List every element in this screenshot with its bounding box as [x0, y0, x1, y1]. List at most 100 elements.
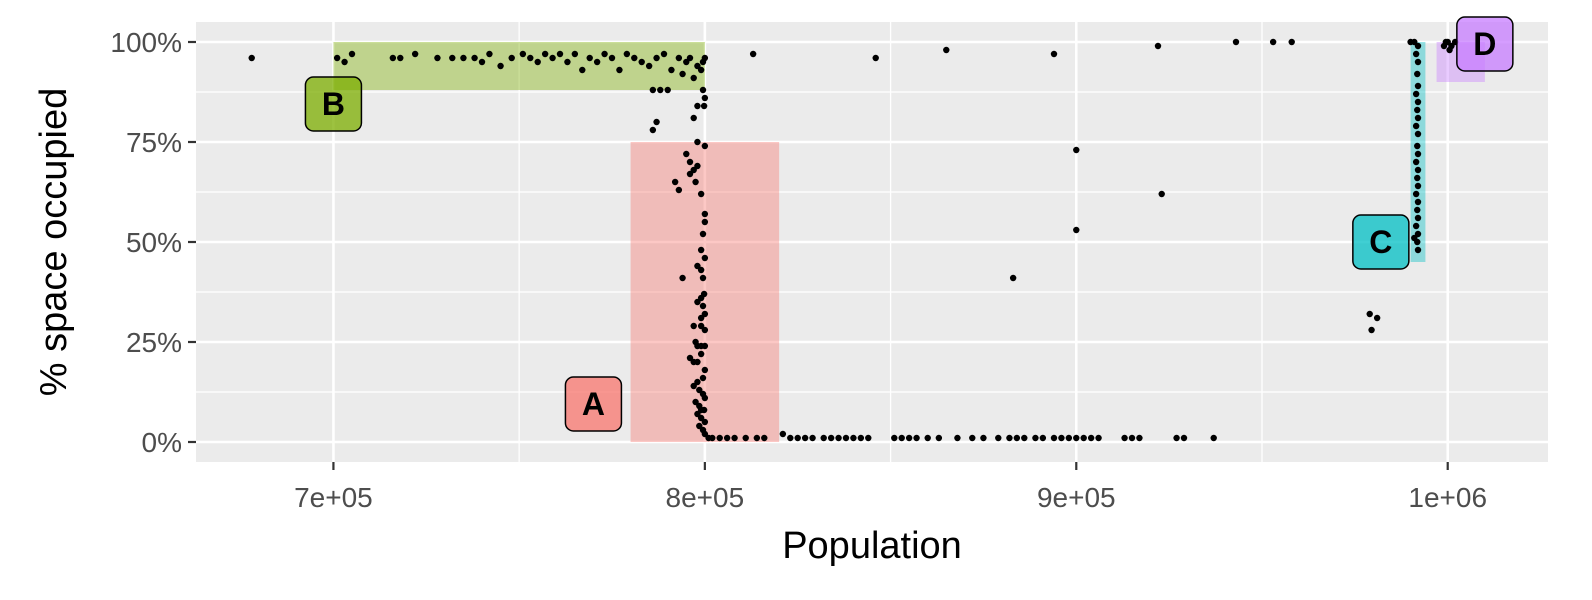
data-point: [699, 86, 707, 94]
data-point: [701, 54, 709, 62]
data-point: [701, 366, 709, 374]
data-point: [1412, 190, 1420, 198]
data-point: [586, 54, 593, 62]
data-point: [571, 50, 579, 58]
data-point: [701, 94, 709, 102]
data-point: [579, 66, 586, 74]
data-point: [1368, 326, 1375, 334]
x-tick-label: 1e+06: [1408, 482, 1487, 513]
data-point: [1006, 434, 1013, 442]
data-point: [649, 126, 657, 134]
annotation-box: [1352, 214, 1410, 270]
data-point: [1414, 98, 1422, 106]
data-point: [1232, 38, 1240, 46]
data-point: [827, 434, 835, 442]
data-point: [1009, 274, 1017, 282]
data-point: [694, 138, 701, 146]
data-point: [779, 430, 787, 438]
data-point: [1414, 114, 1422, 122]
data-point: [527, 54, 534, 62]
data-point: [660, 50, 668, 58]
data-point: [801, 434, 809, 442]
annotation-d: D: [1456, 16, 1514, 72]
data-point: [969, 434, 976, 442]
annotation-label: B: [322, 86, 345, 122]
data-point: [1073, 434, 1080, 442]
data-point: [1050, 50, 1058, 58]
data-point: [1128, 434, 1136, 442]
data-point: [1073, 226, 1080, 234]
data-point: [645, 62, 653, 70]
annotation-box: [304, 76, 363, 132]
data-point: [1288, 38, 1295, 46]
data-point: [434, 54, 441, 62]
data-point: [657, 86, 664, 94]
data-point: [690, 74, 697, 82]
data-point: [411, 50, 419, 58]
data-point: [1039, 434, 1047, 442]
data-point: [683, 150, 690, 158]
data-point: [1180, 434, 1188, 442]
data-point: [1414, 130, 1422, 138]
data-point: [872, 54, 879, 62]
y-tick-label: 50%: [126, 227, 182, 258]
data-point: [913, 434, 920, 442]
data-point: [1412, 50, 1420, 58]
data-points: [248, 38, 1459, 442]
data-point: [697, 66, 705, 74]
data-point: [1412, 222, 1420, 230]
data-point: [1210, 434, 1217, 442]
data-point: [1414, 174, 1421, 182]
annotation-b: B: [304, 76, 363, 132]
data-point: [1080, 434, 1087, 442]
data-point: [664, 86, 671, 94]
data-point: [891, 434, 898, 442]
data-point: [701, 142, 709, 150]
data-point: [749, 50, 757, 58]
data-point: [731, 434, 738, 442]
data-point: [794, 434, 801, 442]
annotation-a: A: [564, 376, 623, 432]
data-point: [701, 326, 709, 334]
data-point: [690, 322, 697, 330]
data-point: [1414, 206, 1421, 214]
x-axis-title: Population: [782, 525, 962, 567]
data-point: [1412, 158, 1420, 166]
data-point: [668, 66, 675, 74]
data-point: [697, 350, 705, 358]
data-point: [850, 434, 857, 442]
data-point: [995, 434, 1002, 442]
data-point: [556, 50, 564, 58]
data-point: [486, 50, 493, 58]
annotation-label: C: [1369, 224, 1392, 260]
data-point: [671, 178, 679, 186]
data-point: [593, 58, 601, 66]
data-point: [508, 54, 515, 62]
data-point: [348, 50, 356, 58]
data-point: [631, 54, 638, 62]
data-point: [1095, 434, 1102, 442]
data-point: [753, 434, 761, 442]
y-tick-label: 75%: [126, 127, 182, 158]
axes: 7e+05 8e+05 9e+05 1e+06 0% 25% 50% 75% 100%: [110, 27, 1487, 513]
data-point: [653, 54, 660, 62]
y-tick-label: 100%: [110, 27, 182, 58]
data-point: [697, 314, 705, 322]
data-point: [701, 394, 709, 402]
data-point: [1050, 434, 1058, 442]
data-point: [1414, 214, 1422, 222]
x-tick-label: 9e+05: [1037, 482, 1116, 513]
data-point: [700, 406, 708, 414]
data-point: [248, 54, 255, 62]
data-point: [653, 118, 660, 126]
data-point: [1414, 166, 1422, 174]
data-point: [623, 50, 631, 58]
data-point: [1373, 314, 1381, 322]
data-point: [1414, 70, 1421, 78]
data-point: [905, 434, 913, 442]
data-point: [541, 50, 549, 58]
data-point: [549, 54, 556, 62]
data-point: [1087, 434, 1095, 442]
data-point: [1158, 190, 1165, 198]
data-point: [649, 86, 657, 94]
